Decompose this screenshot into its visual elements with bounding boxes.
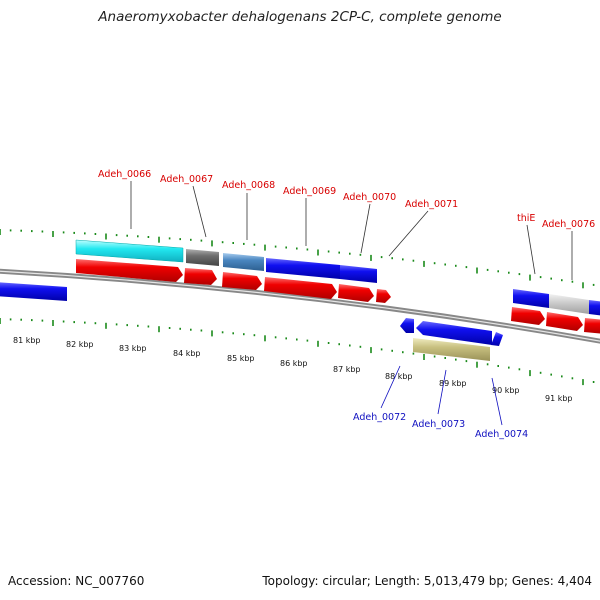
- gene-label-adeh-0071[interactable]: Adeh_0071: [405, 199, 458, 210]
- leader-adeh-0073: [437, 369, 447, 415]
- kbp-label-89: 89 kbp: [439, 379, 467, 388]
- red-arrow-7[interactable]: [511, 307, 545, 325]
- kbp-label-83: 83 kbp: [119, 344, 147, 353]
- inner-tick-ring: [0, 318, 595, 386]
- kbp-label-87: 87 kbp: [333, 365, 361, 374]
- gene-label-adeh-0066[interactable]: Adeh_0066: [98, 169, 151, 180]
- forward-red-track: [76, 259, 600, 334]
- red-arrow-9[interactable]: [584, 318, 600, 334]
- kbp-label-88: 88 kbp: [385, 372, 413, 381]
- gene-feature-adeh-0073[interactable]: [416, 321, 492, 345]
- gene-label-adeh-0070[interactable]: Adeh_0070: [343, 192, 396, 203]
- leader-adeh-0070: [360, 203, 371, 254]
- kbp-label-82: 82 kbp: [66, 340, 94, 349]
- gene-feature-adeh-0069[interactable]: [266, 258, 340, 279]
- kbp-scale: 81 kbp 82 kbp 83 kbp 84 kbp 85 kbp 86 kb…: [13, 336, 573, 403]
- gene-feature-thie[interactable]: [513, 289, 549, 308]
- gene-label-adeh-0069[interactable]: Adeh_0069: [283, 186, 336, 197]
- red-arrow-3[interactable]: [222, 272, 262, 290]
- gene-feature-steel[interactable]: [223, 253, 264, 271]
- kbp-label-90: 90 kbp: [492, 386, 520, 395]
- kbp-label-81: 81 kbp: [13, 336, 41, 345]
- gene-feature-left-blue[interactable]: [0, 282, 67, 301]
- gene-label-adeh-0076[interactable]: Adeh_0076: [542, 219, 595, 230]
- outer-tick-ring: [0, 229, 595, 289]
- genome-backbone-highlight: [0, 270, 600, 342]
- reverse-cds-track: [400, 318, 503, 361]
- gene-feature-adeh-0072[interactable]: [400, 318, 414, 333]
- gene-label-adeh-0072[interactable]: Adeh_0072: [353, 412, 406, 423]
- gene-feature-right-edge-blue[interactable]: [589, 300, 600, 316]
- gene-label-adeh-0074[interactable]: Adeh_0074: [475, 429, 528, 440]
- gene-feature-cyan[interactable]: [75, 239, 184, 263]
- red-arrow-6[interactable]: [376, 289, 391, 303]
- red-arrow-2[interactable]: [184, 268, 217, 285]
- kbp-label-91: 91 kbp: [545, 394, 573, 403]
- bottom-gene-labels: Adeh_0072 Adeh_0073 Adeh_0074: [353, 365, 528, 440]
- gene-label-adeh-0067[interactable]: Adeh_0067: [160, 174, 213, 185]
- kbp-label-84: 84 kbp: [173, 349, 201, 358]
- gene-label-thie[interactable]: thiE: [517, 213, 535, 224]
- leader-adeh-0072: [380, 365, 401, 409]
- top-gene-labels: Adeh_0066 Adeh_0067 Adeh_0068 Adeh_0069 …: [98, 169, 595, 280]
- leader-thie: [526, 224, 536, 275]
- gene-label-adeh-0073[interactable]: Adeh_0073: [412, 419, 465, 430]
- gene-feature-adeh-0070[interactable]: [340, 265, 377, 283]
- accession-label: Accession: NC_007760: [8, 574, 145, 588]
- map-title: Anaeromyxobacter dehalogenans 2CP-C, com…: [98, 9, 502, 25]
- gene-label-adeh-0068[interactable]: Adeh_0068: [222, 180, 275, 191]
- leader-adeh-0071: [388, 210, 429, 257]
- red-arrow-5[interactable]: [338, 284, 374, 302]
- forward-cds-track: [0, 239, 600, 316]
- red-arrow-8[interactable]: [546, 312, 583, 331]
- gene-feature-khaki[interactable]: [413, 338, 490, 361]
- gene-feature-adeh-0076[interactable]: [549, 294, 589, 314]
- leader-adeh-0074: [491, 377, 503, 426]
- genome-info-label: Topology: circular; Length: 5,013,479 bp…: [262, 574, 592, 588]
- red-arrow-4[interactable]: [264, 277, 337, 299]
- leader-adeh-0067: [192, 185, 207, 238]
- gene-feature-adeh-0074[interactable]: [491, 332, 503, 346]
- red-arrow-1[interactable]: [76, 259, 183, 282]
- kbp-label-85: 85 kbp: [227, 354, 255, 363]
- kbp-label-86: 86 kbp: [280, 359, 308, 368]
- gene-feature-gray[interactable]: [186, 249, 219, 266]
